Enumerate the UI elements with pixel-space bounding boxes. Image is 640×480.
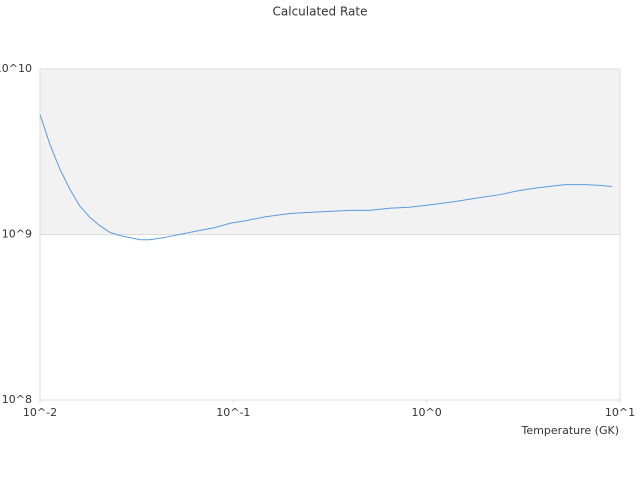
data-line [39, 114, 613, 241]
chart-title: Calculated Rate [273, 5, 368, 19]
x-tick-label: 10^-1 [216, 406, 250, 419]
y-tick-label: 10^10 [0, 62, 32, 75]
x-tick-label: 10^0 [412, 406, 442, 419]
y-tick-label: 10^9 [2, 228, 32, 241]
y-tick-label: 10^8 [2, 393, 32, 406]
x-tick-label: 10^1 [605, 406, 635, 419]
x-axis-label: Temperature (GK) [521, 424, 620, 437]
plot-border [39, 68, 621, 401]
plot-band [40, 69, 620, 235]
x-tick-label: 10^-2 [23, 406, 57, 419]
